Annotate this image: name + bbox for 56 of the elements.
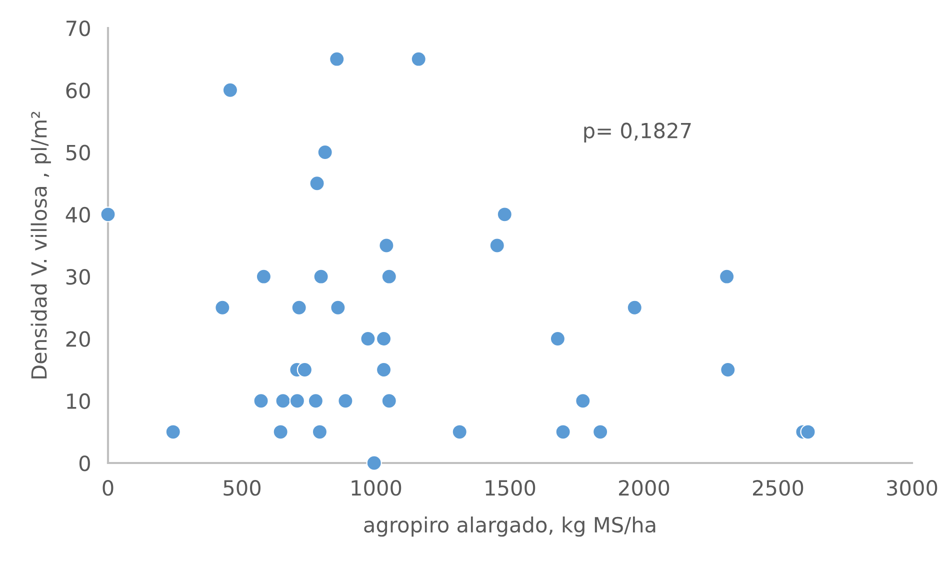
point: [381, 268, 397, 284]
point: [272, 424, 288, 440]
point: [312, 424, 328, 440]
point: [626, 300, 642, 316]
y-tick-label: 10: [67, 393, 90, 410]
point: [329, 51, 345, 67]
point: [330, 300, 346, 316]
point: [275, 393, 291, 409]
x-tick-label: 500: [224, 480, 260, 496]
point: [313, 268, 329, 284]
point: [452, 424, 468, 440]
x-tick-label: 3000: [887, 480, 938, 496]
point: [489, 238, 505, 254]
point: [253, 393, 269, 409]
point: [720, 362, 736, 378]
x-axis-title: agropiro alargado, kg MS/ha: [364, 516, 656, 537]
y-tick-label: 40: [66, 206, 90, 223]
x-tick-label: 0: [102, 480, 114, 496]
point: [360, 330, 376, 347]
point: [291, 300, 307, 316]
point: [575, 393, 591, 409]
point: [289, 393, 306, 409]
x-tick-label: 1500: [486, 480, 536, 496]
point: [100, 206, 116, 222]
y-axis-title: Densidad V. villosa , pl/m²: [30, 112, 51, 378]
y-tick-label: 50: [66, 144, 90, 160]
point: [378, 238, 394, 254]
point: [222, 82, 238, 98]
point: [309, 176, 325, 192]
point: [381, 393, 397, 409]
point: [718, 268, 735, 284]
x-tick-label: 2000: [619, 480, 670, 496]
point: [376, 330, 392, 347]
point: [296, 362, 313, 378]
point: [800, 424, 816, 440]
point: [592, 424, 608, 440]
point: [410, 51, 426, 67]
point: [338, 393, 354, 409]
y-tick-label: 20: [66, 331, 90, 347]
annotation: p= 0,1827: [584, 122, 691, 142]
point: [550, 330, 566, 347]
point: [496, 206, 512, 222]
point: [308, 393, 324, 409]
point: [165, 424, 181, 440]
x-tick-label: 2500: [753, 480, 804, 496]
point: [376, 362, 392, 378]
y-tick-label: 30: [66, 269, 90, 285]
point: [555, 424, 571, 440]
y-tick-label: 70: [66, 20, 90, 36]
point: [214, 300, 230, 316]
point: [256, 268, 272, 284]
point: [317, 144, 333, 160]
y-tick-label: 0: [79, 455, 90, 472]
x-tick-label: 1000: [352, 480, 402, 496]
y-tick-label: 60: [66, 82, 90, 98]
point: [366, 455, 382, 471]
